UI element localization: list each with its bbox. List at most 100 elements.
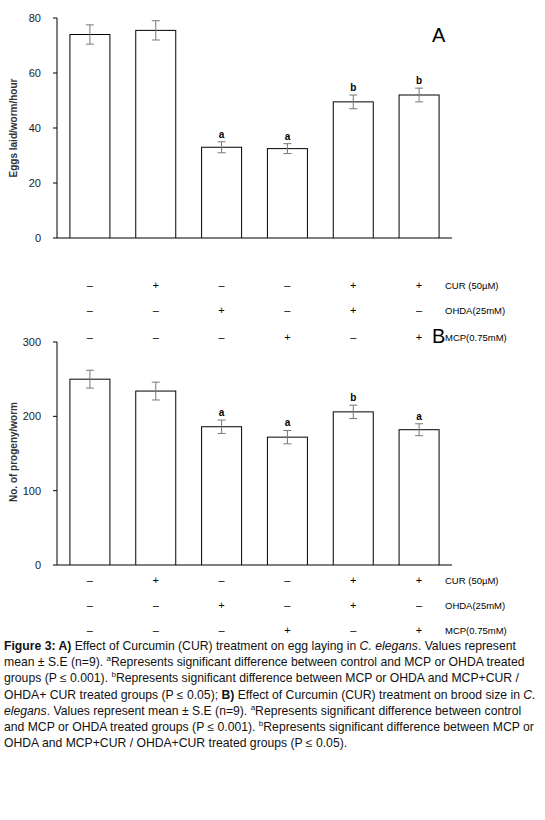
caption-normal: Effect of Curcumin (CUR) treatment on eg… <box>71 639 359 653</box>
y-axis-label: Eggs laid/worm/hour <box>8 78 19 177</box>
caption-normal: Effect of Curcumin (CUR) treatment on br… <box>234 688 523 702</box>
error-cap <box>349 95 357 96</box>
error-cap <box>349 405 357 406</box>
significance-label: a <box>416 411 422 422</box>
panel-label: B <box>432 325 445 347</box>
caption: Figure 3: A) Effect of Curcumin (CUR) tr… <box>4 638 541 751</box>
y-axis <box>57 342 58 565</box>
error-cap <box>86 44 94 45</box>
y-tick-label: 0 <box>35 232 41 244</box>
error-cap <box>283 430 291 431</box>
treatment-mark: + <box>350 599 356 611</box>
significance-label: b <box>416 75 422 86</box>
treatment-mark: + <box>350 279 356 291</box>
error-bar <box>283 144 291 154</box>
y-tick <box>53 183 57 184</box>
error-stem <box>155 21 156 40</box>
error-bar <box>349 405 357 418</box>
treatment-mark: + <box>218 304 224 316</box>
error-cap <box>218 433 226 434</box>
treatment-mark: – <box>153 304 160 316</box>
treatment-mark: – <box>219 624 226 636</box>
error-cap <box>349 418 357 419</box>
x-axis <box>57 565 452 566</box>
y-tick-label: 40 <box>29 122 41 134</box>
panel-1: 0100200300No. of progeny/wormBaaba–+––++… <box>8 325 507 636</box>
bars <box>70 21 439 238</box>
treatment-mark: – <box>416 304 423 316</box>
error-bar <box>349 95 357 109</box>
treatment-mark: – <box>87 574 94 586</box>
page: {"chart_data": [ {"type": "bar", "panel_… <box>0 0 545 820</box>
error-cap <box>152 20 160 21</box>
error-stem <box>221 142 222 153</box>
panel-label: A <box>432 24 446 46</box>
error-cap <box>152 40 160 41</box>
error-bar <box>415 88 423 102</box>
error-stem <box>155 382 156 400</box>
treatment-name: MCP(0.75mM) <box>445 625 507 636</box>
bar <box>136 391 176 565</box>
caption-bold: Figure 3: A) <box>4 639 71 653</box>
error-cap <box>152 399 160 400</box>
y-tick-label: 0 <box>35 559 41 571</box>
treatment-name: MCP(0.75mM) <box>445 332 507 343</box>
error-stem <box>419 88 420 102</box>
significance-label: a <box>219 407 225 418</box>
treatment-mark: + <box>416 279 422 291</box>
treatment-name: OHDA(25mM) <box>445 305 505 316</box>
error-bar <box>152 21 160 40</box>
treatment-mark: + <box>350 304 356 316</box>
caption-sup: a <box>251 703 255 712</box>
error-cap <box>415 435 423 436</box>
error-cap <box>152 382 160 383</box>
y-axis-label: No. of progeny/worm <box>8 402 19 502</box>
error-cap <box>218 141 226 142</box>
treatment-mark: + <box>284 331 290 343</box>
y-tick <box>53 128 57 129</box>
error-bar <box>218 142 226 153</box>
treatment-mark: + <box>153 279 159 291</box>
y-tick-label: 80 <box>29 12 41 24</box>
treatment-mark: – <box>87 279 94 291</box>
error-stem <box>353 95 354 109</box>
error-bar <box>283 430 291 443</box>
bar <box>267 149 307 238</box>
caption-sup: a <box>107 654 111 663</box>
bar <box>399 95 439 238</box>
bar <box>202 147 242 238</box>
y-tick-label: 200 <box>23 410 41 422</box>
caption-normal: . Values represent mean ± S.E (n=9). <box>47 704 251 718</box>
bar <box>202 427 242 565</box>
error-cap <box>283 153 291 154</box>
error-bar <box>86 25 94 44</box>
treatment-mark: – <box>284 599 291 611</box>
error-cap <box>86 388 94 389</box>
treatment-mark: + <box>416 574 422 586</box>
bar <box>267 437 307 565</box>
treatment-mark: – <box>87 304 94 316</box>
treatment-mark: – <box>153 624 160 636</box>
significance-label: a <box>219 129 225 140</box>
treatment-mark: – <box>87 599 94 611</box>
error-cap <box>415 88 423 89</box>
caption-italic: C. elegans <box>360 639 418 653</box>
error-stem <box>419 424 420 436</box>
error-bar <box>218 420 226 433</box>
error-stem <box>287 144 288 154</box>
error-cap <box>283 443 291 444</box>
error-stem <box>221 420 222 433</box>
bar <box>399 430 439 565</box>
y-tick <box>53 490 57 491</box>
significance-label: a <box>285 131 291 142</box>
y-tick <box>53 238 57 239</box>
bar <box>333 102 373 238</box>
treatment-mark: – <box>219 331 226 343</box>
treatment-mark: – <box>219 574 226 586</box>
y-tick <box>53 416 57 417</box>
treatment-mark: – <box>153 331 160 343</box>
significance-label: a <box>285 417 291 428</box>
caption-sup: b <box>111 670 115 679</box>
error-cap <box>218 420 226 421</box>
y-tick <box>53 73 57 74</box>
